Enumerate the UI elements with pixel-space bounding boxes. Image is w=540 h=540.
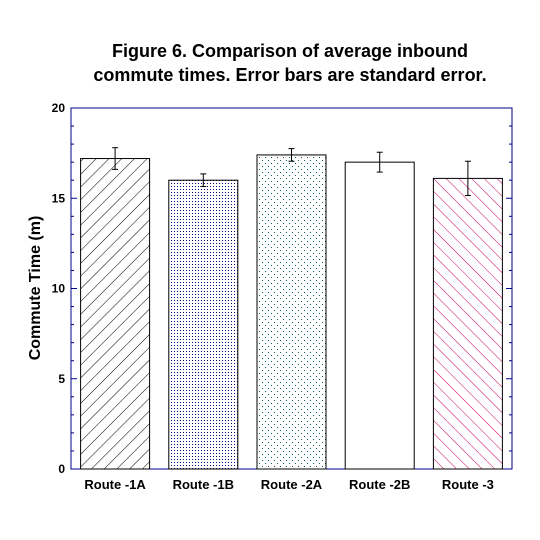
x-category-label: Route -1A xyxy=(84,477,146,492)
bar xyxy=(256,154,327,470)
bar xyxy=(344,161,415,470)
y-tick-label: 10 xyxy=(52,282,66,296)
y-axis-title: Commute Time (m) xyxy=(27,216,44,361)
y-tick-label: 20 xyxy=(52,101,66,115)
bar xyxy=(80,158,151,470)
y-tick-label: 5 xyxy=(58,372,65,386)
x-category-label: Route -3 xyxy=(442,477,494,492)
x-category-label: Route -2B xyxy=(349,477,410,492)
x-category-label: Route -2A xyxy=(261,477,323,492)
x-category-label: Route -1B xyxy=(173,477,234,492)
bar xyxy=(432,177,503,470)
y-tick-label: 15 xyxy=(52,191,66,205)
bar xyxy=(168,179,239,470)
chart-title-line-1: Figure 6. Comparison of average inbound xyxy=(112,41,468,61)
y-tick-label: 0 xyxy=(58,462,65,476)
chart-title-line-2: commute times. Error bars are standard e… xyxy=(93,65,486,85)
plot-area: 0 5 10 15 20 Route -1A Route -1B Route -2A Route… xyxy=(52,101,513,492)
